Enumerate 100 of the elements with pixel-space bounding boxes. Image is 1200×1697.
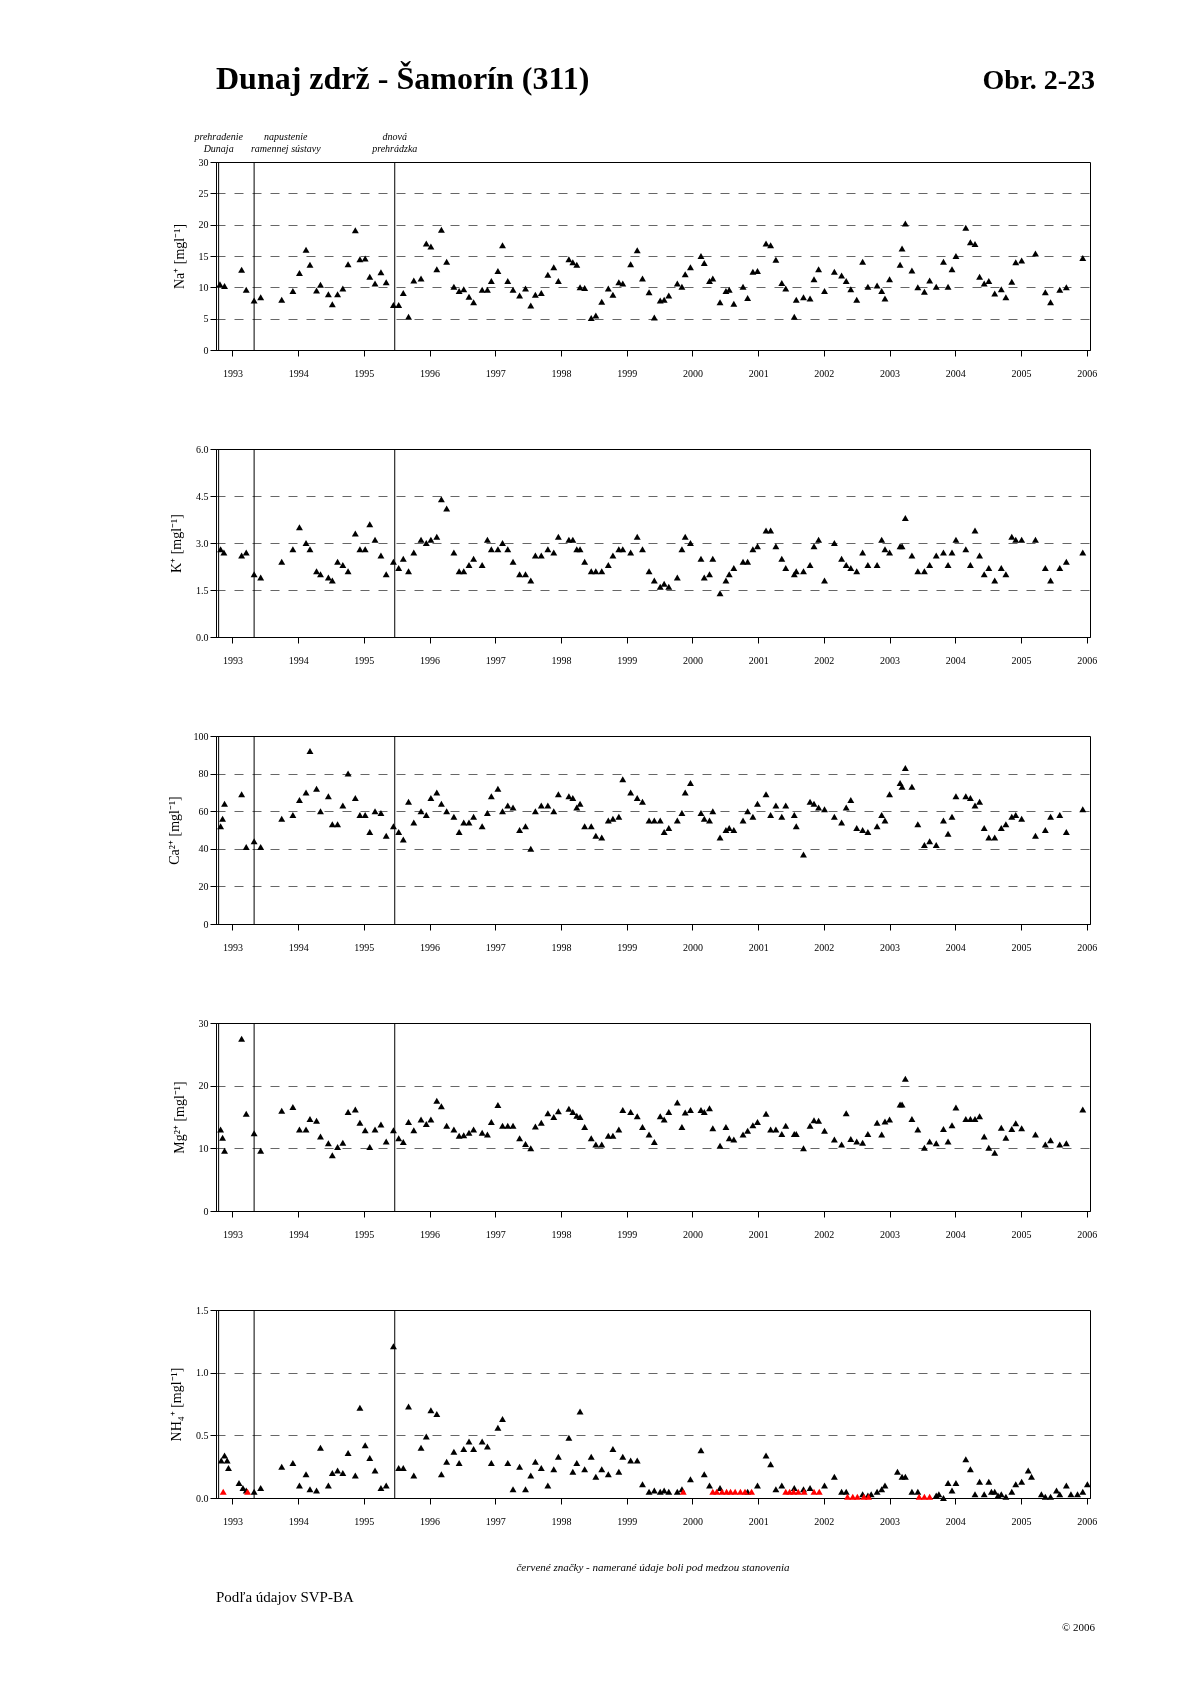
- x-tick-label: 1994: [288, 1515, 309, 1527]
- y-tick-label: 20: [198, 880, 209, 892]
- x-tick-label: 2006: [1077, 367, 1098, 379]
- x-tick-label: 2000: [682, 941, 703, 953]
- y-axis-title: K⁺ [mgl⁻¹]: [169, 514, 184, 573]
- x-tick-label: 1996: [420, 941, 441, 953]
- x-tick-label: 2005: [1011, 1228, 1032, 1240]
- x-tick-label: 1993: [222, 1228, 243, 1240]
- x-tick-label: 1995: [354, 654, 375, 666]
- x-tick-label: 2003: [880, 1515, 901, 1527]
- y-tick-label: 0.5: [196, 1429, 209, 1441]
- x-tick-label: 2004: [945, 367, 966, 379]
- x-tick-label: 2001: [748, 941, 769, 953]
- x-tick-label: 1994: [288, 367, 309, 379]
- x-tick-label: 2006: [1077, 1515, 1098, 1527]
- x-tick-label: 1993: [222, 367, 243, 379]
- x-tick-label: 1999: [617, 941, 638, 953]
- x-tick-label: 2000: [682, 1228, 703, 1240]
- y-axis-title: Mg²⁺ [mgl⁻¹]: [171, 1081, 187, 1154]
- x-tick-label: 2005: [1011, 367, 1032, 379]
- y-tick-label: 10: [198, 1142, 209, 1154]
- text: Podľa údajov SVP-BA: [216, 1589, 354, 1606]
- x-tick-label: 2004: [945, 1228, 966, 1240]
- x-tick-label: 1998: [551, 1228, 572, 1240]
- y-tick-label: 25: [198, 187, 209, 199]
- x-tick-label: 2000: [682, 1515, 703, 1527]
- y-tick-label: 30: [198, 1017, 209, 1029]
- y-tick-label: 1.5: [196, 1304, 209, 1316]
- x-tick-label: 2002: [814, 654, 835, 666]
- x-tick-label: 2003: [880, 367, 901, 379]
- x-tick-label: 1994: [288, 654, 309, 666]
- x-tick-label: 2001: [748, 367, 769, 379]
- y-tick-label: 1.0: [196, 1367, 209, 1379]
- x-tick-label: 1997: [485, 1515, 506, 1527]
- x-tick-label: 1999: [617, 1515, 638, 1527]
- x-tick-label: 2004: [945, 941, 966, 953]
- x-tick-label: 1997: [485, 941, 506, 953]
- y-tick-label: 10: [198, 281, 209, 293]
- y-axis-title: Na⁺ [mgl⁻¹]: [171, 223, 187, 290]
- chart-title: Dunaj zdrž - Šamorín (311): [216, 60, 590, 97]
- x-tick-label: 1996: [420, 654, 441, 666]
- y-tick-label: 0.0: [196, 1492, 209, 1504]
- x-tick-label: 1996: [420, 1228, 441, 1240]
- y-tick-label: 80: [198, 768, 209, 780]
- x-tick-label: 1998: [551, 367, 572, 379]
- x-tick-label: 2002: [814, 941, 835, 953]
- x-tick-label: 1995: [354, 367, 375, 379]
- y-axis-title: NH₄⁺ [mgl⁻¹]: [169, 1367, 184, 1442]
- x-tick-label: 2000: [682, 367, 703, 379]
- x-tick-label: 1993: [222, 941, 243, 953]
- x-tick-label: 2002: [814, 367, 835, 379]
- x-tick-label: 2002: [814, 1515, 835, 1527]
- y-tick-label: 0: [203, 344, 209, 356]
- y-tick-label: 6.0: [196, 443, 209, 455]
- x-tick-label: 1996: [420, 367, 441, 379]
- x-tick-label: 1995: [354, 1228, 375, 1240]
- y-tick-label: 20: [198, 1080, 209, 1092]
- y-tick-label: 5: [203, 313, 209, 325]
- text: červené značky - namerané údaje boli pod medzou stanovenia: [515, 1561, 791, 1573]
- x-tick-label: 2003: [880, 941, 901, 953]
- x-tick-label: 2004: [945, 1515, 966, 1527]
- x-tick-label: 1993: [222, 1515, 243, 1527]
- y-tick-label: 1.5: [196, 584, 209, 596]
- x-tick-label: 2005: [1011, 1515, 1032, 1527]
- y-axis-title: Ca²⁺ [mgl⁻¹]: [166, 796, 182, 865]
- x-tick-label: 2001: [748, 1515, 769, 1527]
- x-tick-label: 1999: [617, 1228, 638, 1240]
- chart-subtitle: Obr. 2-23: [982, 64, 1095, 96]
- y-tick-label: 0.0: [196, 631, 209, 643]
- x-tick-label: 2006: [1077, 654, 1098, 666]
- x-tick-label: 2003: [880, 654, 901, 666]
- y-tick-label: 60: [198, 805, 209, 817]
- y-tick-label: 30: [198, 156, 209, 168]
- x-tick-label: 1998: [551, 1515, 572, 1527]
- x-tick-label: 1993: [222, 654, 243, 666]
- x-tick-label: 2001: [748, 1228, 769, 1240]
- x-tick-label: 1997: [485, 367, 506, 379]
- y-tick-label: 0: [203, 1205, 209, 1217]
- y-tick-label: 20: [198, 219, 209, 231]
- x-tick-label: 2005: [1011, 941, 1032, 953]
- x-tick-label: 2003: [880, 1228, 901, 1240]
- x-tick-label: 1998: [551, 654, 572, 666]
- x-tick-label: 1998: [551, 941, 572, 953]
- y-tick-label: 0: [203, 918, 209, 930]
- text: napustenie ramennej sústavy: [250, 131, 321, 154]
- y-tick-label: 100: [193, 730, 209, 742]
- y-tick-label: 3.0: [196, 537, 209, 549]
- x-tick-label: 1994: [288, 1228, 309, 1240]
- x-tick-label: 2006: [1077, 941, 1098, 953]
- x-tick-label: 2002: [814, 1228, 835, 1240]
- y-tick-label: 15: [198, 250, 209, 262]
- x-tick-label: 1999: [617, 654, 638, 666]
- text: prehradenie Dunaja: [194, 131, 243, 154]
- x-tick-label: 1997: [485, 654, 506, 666]
- x-tick-label: 2000: [682, 654, 703, 666]
- x-tick-label: 1996: [420, 1515, 441, 1527]
- x-tick-label: 1999: [617, 367, 638, 379]
- x-tick-label: 2006: [1077, 1228, 1098, 1240]
- text: © 2006: [1061, 1621, 1095, 1633]
- x-tick-label: 2005: [1011, 654, 1032, 666]
